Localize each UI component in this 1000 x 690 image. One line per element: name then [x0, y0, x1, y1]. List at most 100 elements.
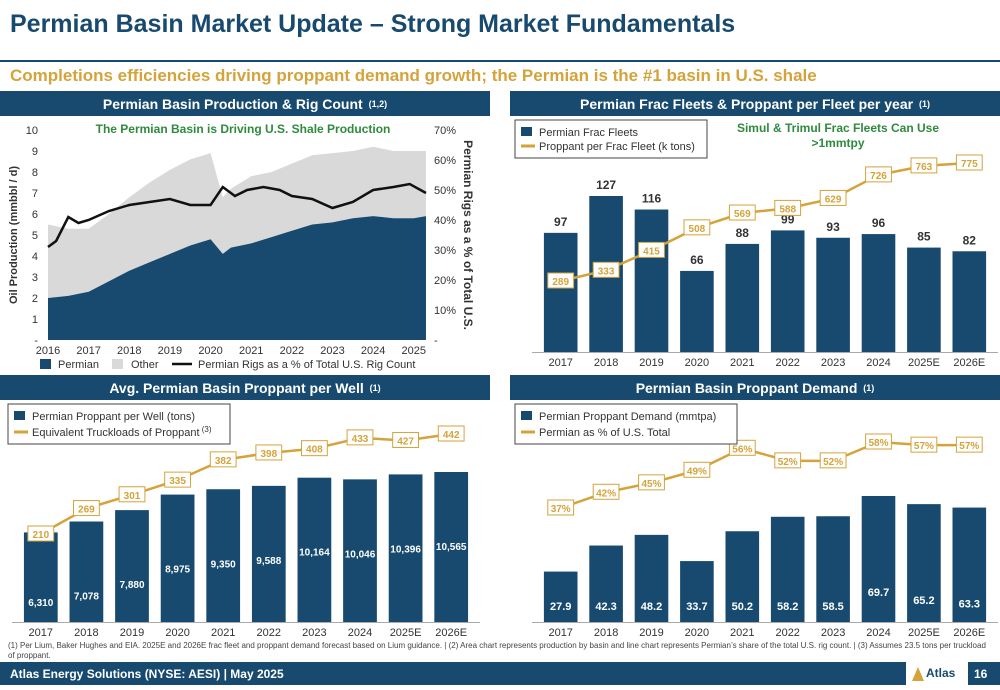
- line-series: [560, 161, 970, 283]
- bar: [297, 477, 332, 622]
- legend-swatch-bars: [521, 127, 532, 136]
- line-data-label: 442: [443, 430, 460, 441]
- line-label-box: [547, 499, 575, 516]
- legend-label: Permian Proppant Demand (mmtpa): [539, 411, 716, 423]
- y2-tick-label: -: [434, 335, 438, 347]
- title-divider: [0, 60, 1000, 62]
- bar-data-label: 50.2: [732, 601, 753, 613]
- logo-wordmark: Atlas: [926, 666, 956, 680]
- y-tick-label: 1: [32, 314, 38, 326]
- bar-data-label: 8,975: [165, 565, 190, 576]
- legend-label: Other: [131, 359, 159, 371]
- line-data-label: 56%: [732, 444, 752, 455]
- bar: [634, 209, 669, 352]
- bar-data-label: 7,078: [74, 592, 99, 603]
- line-data-label: 415: [643, 246, 660, 257]
- x-tick-label: 2022: [775, 627, 799, 639]
- bar: [816, 516, 850, 622]
- panel-superscript: (1): [863, 382, 875, 393]
- line-label-box: [683, 461, 711, 478]
- x-tick-label: 2023: [821, 357, 845, 369]
- line-data-label: 382: [215, 456, 232, 467]
- line-label-box: [547, 272, 575, 289]
- proppant-demand-chart: 27.9 42.3 48.2 33.7 50.2 58.2 58.5 69.7 65.2 63.3…: [514, 403, 998, 639]
- line-data-label: 57%: [914, 441, 934, 452]
- page-title: Permian Basin Market Update – Strong Mar…: [10, 10, 736, 38]
- legend-label: Equivalent Truckloads of Proppant (3): [32, 425, 212, 439]
- y2-tick-label: 20%: [434, 275, 456, 287]
- bar: [907, 504, 941, 622]
- y-tick-label: 2: [32, 293, 38, 305]
- bar: [634, 534, 669, 622]
- x-tick-label: 2020: [685, 357, 709, 369]
- y-tick-label: 10: [26, 125, 38, 137]
- bar-data-label: 10,565: [436, 542, 467, 553]
- bar: [861, 234, 896, 352]
- line-series: [560, 440, 970, 510]
- y2-axis-title: Permian Rigs as a % of Total U.S.: [461, 140, 475, 330]
- line-label-box: [955, 154, 983, 171]
- line-data-label: 335: [169, 476, 186, 487]
- bar: [160, 494, 195, 622]
- y-tick-label: 8: [32, 167, 38, 179]
- line-label-box: [437, 425, 465, 442]
- bar: [434, 472, 469, 622]
- panel-header-proppant-demand: Permian Basin Proppant Demand (1): [510, 375, 1000, 400]
- bar: [388, 474, 423, 622]
- bar: [725, 531, 760, 622]
- bar-data-label: 9,350: [211, 559, 236, 570]
- line-data-label: 45%: [641, 479, 661, 490]
- line-label-box: [592, 483, 620, 500]
- panel-header-production: Permian Basin Production & Rig Count (1,…: [0, 91, 490, 116]
- chart-annotation: The Permian Basin is Driving U.S. Shale …: [96, 122, 391, 136]
- y-tick-label: 9: [32, 146, 38, 158]
- line-label-box: [346, 429, 374, 446]
- line-data-label: 301: [124, 491, 141, 502]
- y2-tick-label: 70%: [434, 125, 456, 137]
- line-data-label: 52%: [823, 457, 843, 468]
- line-data-label: 42%: [596, 488, 616, 499]
- line-label-box: [955, 436, 983, 453]
- bar: [251, 485, 286, 622]
- line-label-box: [728, 204, 756, 221]
- bar: [343, 479, 377, 622]
- line-label-box: [819, 452, 847, 469]
- atlas-energy-solutions-logo: Atlas: [906, 662, 968, 685]
- line-data-label: 58%: [868, 438, 888, 449]
- bar-data-label: 127: [596, 178, 616, 192]
- x-tick-label: 2025E: [390, 627, 422, 639]
- footer-bar: [0, 662, 1000, 685]
- bar-data-label: 93: [826, 220, 840, 234]
- bar: [861, 496, 896, 622]
- x-tick-label: 2019: [158, 345, 182, 357]
- bar: [23, 532, 58, 622]
- bar-data-label: 85: [917, 230, 931, 244]
- line-label-box: [910, 436, 938, 453]
- line-data-label: 569: [734, 209, 751, 220]
- y-axis-title: Oil Production (mmbbl / d): [8, 166, 20, 304]
- x-tick-label: 2022: [775, 357, 799, 369]
- legend-label: Permian Frac Fleets: [539, 127, 639, 139]
- page-number: 16: [974, 667, 988, 681]
- x-tick-label: 2016: [36, 345, 60, 357]
- y2-tick-label: 60%: [434, 155, 456, 167]
- bar-data-label: 66: [690, 253, 704, 267]
- x-tick-label: 2024: [866, 627, 890, 639]
- y-tick-label: 5: [32, 230, 38, 242]
- line-data-label: 763: [916, 162, 933, 173]
- x-tick-label: 2018: [117, 345, 141, 357]
- legend-label: Permian Proppant per Well (tons): [32, 411, 195, 423]
- y2-tick-label: 10%: [434, 305, 456, 317]
- bar: [115, 510, 149, 622]
- line-label-box: [774, 199, 802, 216]
- line-label-box: [73, 500, 100, 517]
- bar: [907, 247, 941, 352]
- line-label-box: [774, 452, 802, 469]
- bar: [952, 251, 987, 352]
- bar: [770, 516, 805, 622]
- line-label-box: [164, 471, 191, 488]
- x-tick-label: 2023: [821, 627, 845, 639]
- y2-tick-label: 50%: [434, 185, 456, 197]
- chart-annotation-line2: >1mmtpy: [811, 136, 864, 150]
